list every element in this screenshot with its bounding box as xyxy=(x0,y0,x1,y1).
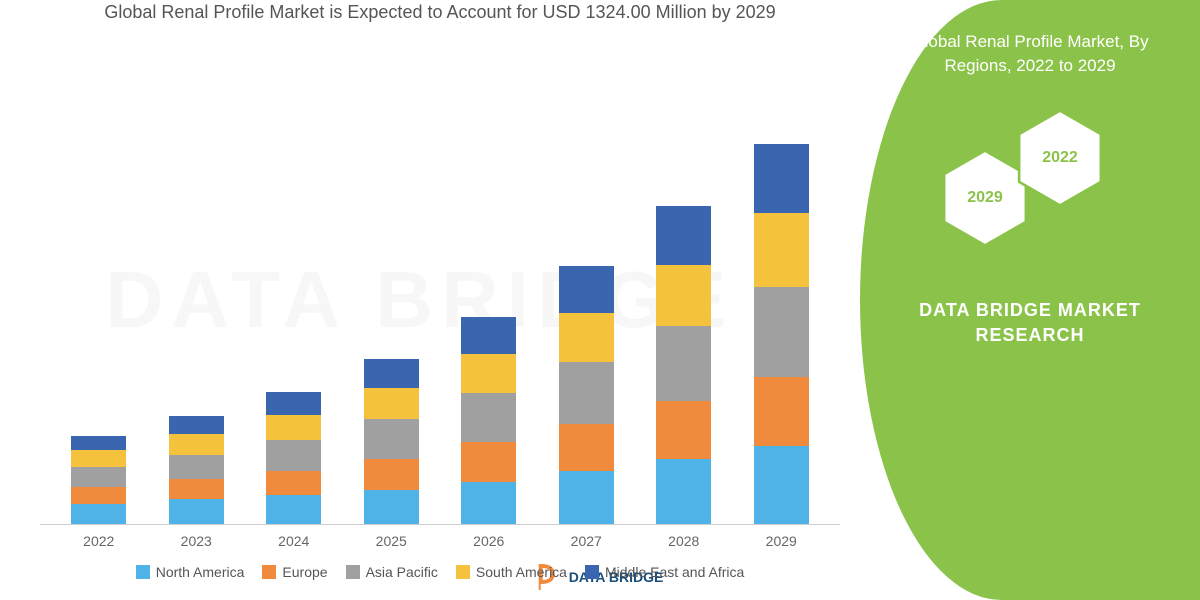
bar-group xyxy=(454,317,524,524)
bar-segment xyxy=(266,415,321,440)
legend-item: South America xyxy=(456,564,567,580)
chart-section: Global Renal Profile Market is Expected … xyxy=(0,0,860,600)
brand-line-2: RESEARCH xyxy=(919,323,1141,348)
bar-group xyxy=(746,144,816,524)
legend-swatch xyxy=(136,565,150,579)
bar-stack xyxy=(559,266,614,524)
bar-segment xyxy=(266,440,321,471)
bar-group xyxy=(259,392,329,524)
bar-segment xyxy=(364,490,419,524)
legend-swatch xyxy=(262,565,276,579)
bar-segment xyxy=(461,354,516,393)
bar-segment xyxy=(364,419,419,458)
bar-segment xyxy=(71,504,126,524)
right-panel: Global Renal Profile Market, By Regions,… xyxy=(860,0,1200,600)
chart-legend: North America Europe Asia Pacific South Ame… xyxy=(40,564,840,580)
hex-label-2029: 2029 xyxy=(967,189,1003,207)
brand-text: DATA BRIDGE MARKET RESEARCH xyxy=(919,298,1141,348)
x-axis-label: 2025 xyxy=(356,533,426,549)
bar-segment xyxy=(754,287,809,377)
hex-label-2022: 2022 xyxy=(1042,149,1078,167)
bar-group xyxy=(161,416,231,524)
bar-segment xyxy=(169,455,224,480)
bar-segment xyxy=(559,362,614,423)
bar-segment xyxy=(364,388,419,419)
x-axis-label: 2023 xyxy=(161,533,231,549)
chart-title: Global Renal Profile Market is Expected … xyxy=(40,0,840,25)
bar-stack xyxy=(169,416,224,524)
x-axis-label: 2027 xyxy=(551,533,621,549)
hexagon-container: 2029 2022 xyxy=(930,108,1130,258)
brand-line-1: DATA BRIDGE MARKET xyxy=(919,298,1141,323)
bar-segment xyxy=(656,326,711,401)
legend-label: South America xyxy=(476,564,567,580)
legend-item: Asia Pacific xyxy=(346,564,438,580)
x-axis-label: 2022 xyxy=(64,533,134,549)
chart-area: 2022 2023 2024 2025 2026 2027 2028 2029 North A… xyxy=(40,45,840,580)
bar-segment xyxy=(559,424,614,471)
bar-stack xyxy=(754,144,809,524)
bar-group xyxy=(649,206,719,524)
bar-segment xyxy=(169,416,224,434)
x-axis-label: 2028 xyxy=(649,533,719,549)
bars-container xyxy=(40,45,840,525)
bar-group xyxy=(64,436,134,524)
bar-stack xyxy=(461,317,516,524)
legend-label: North America xyxy=(156,564,245,580)
bar-segment xyxy=(656,459,711,524)
bar-segment xyxy=(754,144,809,213)
bar-segment xyxy=(461,442,516,481)
bar-segment xyxy=(364,459,419,490)
legend-item: Europe xyxy=(262,564,327,580)
legend-label: Europe xyxy=(282,564,327,580)
legend-swatch xyxy=(346,565,360,579)
bar-segment xyxy=(71,467,126,487)
bar-segment xyxy=(754,446,809,524)
bar-stack xyxy=(266,392,321,524)
x-axis-label: 2029 xyxy=(746,533,816,549)
bar-segment xyxy=(559,471,614,524)
x-axis-label: 2024 xyxy=(259,533,329,549)
bar-segment xyxy=(71,487,126,503)
x-axis-labels: 2022 2023 2024 2025 2026 2027 2028 2029 xyxy=(40,525,840,549)
bar-segment xyxy=(461,393,516,442)
bar-segment xyxy=(169,434,224,454)
x-axis-label: 2026 xyxy=(454,533,524,549)
bar-segment xyxy=(71,436,126,451)
bar-stack xyxy=(364,359,419,524)
hexagon-2022: 2022 xyxy=(1015,108,1105,208)
bar-segment xyxy=(169,479,224,499)
bar-segment xyxy=(71,450,126,466)
bar-segment xyxy=(754,377,809,446)
bar-segment xyxy=(364,359,419,388)
bar-segment xyxy=(266,471,321,496)
bar-group xyxy=(551,266,621,524)
bar-group xyxy=(356,359,426,524)
legend-item: Middle East and Africa xyxy=(585,564,744,580)
legend-label: Asia Pacific xyxy=(366,564,438,580)
bar-segment xyxy=(559,313,614,362)
main-container: Global Renal Profile Market is Expected … xyxy=(0,0,1200,600)
bar-stack xyxy=(71,436,126,524)
bar-segment xyxy=(461,482,516,524)
bar-segment xyxy=(461,317,516,354)
bar-segment xyxy=(656,401,711,458)
bar-segment xyxy=(754,213,809,287)
legend-label: Middle East and Africa xyxy=(605,564,744,580)
bar-segment xyxy=(266,495,321,524)
bar-segment xyxy=(656,265,711,326)
bar-segment xyxy=(559,266,614,313)
bar-segment xyxy=(656,206,711,265)
right-panel-title: Global Renal Profile Market, By Regions,… xyxy=(860,30,1200,78)
legend-swatch xyxy=(585,565,599,579)
legend-swatch xyxy=(456,565,470,579)
legend-item: North America xyxy=(136,564,245,580)
bar-segment xyxy=(169,499,224,524)
bar-stack xyxy=(656,206,711,524)
bar-segment xyxy=(266,392,321,415)
